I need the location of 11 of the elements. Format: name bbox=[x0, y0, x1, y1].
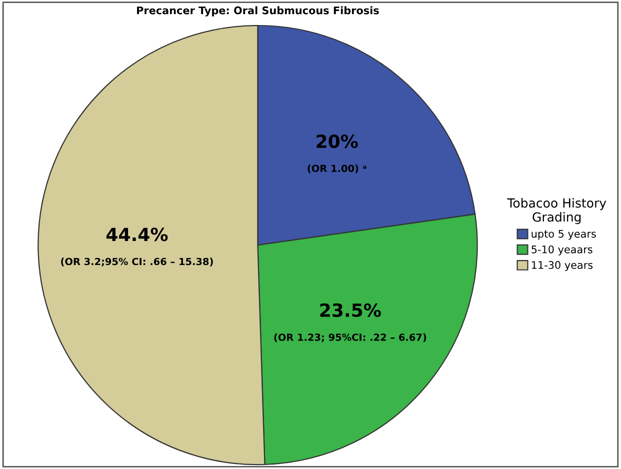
data-label: 23.5% bbox=[320, 303, 381, 317]
text: (OR 3.2;95% CI: .66 – 15.38) bbox=[61, 258, 213, 266]
data-label: 44.4% bbox=[106, 228, 168, 242]
legend-title: Tobacoo History Grading bbox=[507, 198, 606, 224]
chart-title: Precancer Type: Oral Submucous Fibrosis bbox=[137, 6, 379, 16]
legend-label: 11-30 years bbox=[532, 261, 593, 271]
text: (OR 1.00) ᵃ bbox=[308, 164, 366, 174]
text: (OR 1.23; 95%CI: .22 – 6.67) bbox=[274, 333, 426, 342]
legend-label: upto 5 years bbox=[532, 230, 596, 240]
data-label: 20% bbox=[316, 134, 358, 148]
legend-label: 5-10 yeaars bbox=[532, 245, 592, 256]
